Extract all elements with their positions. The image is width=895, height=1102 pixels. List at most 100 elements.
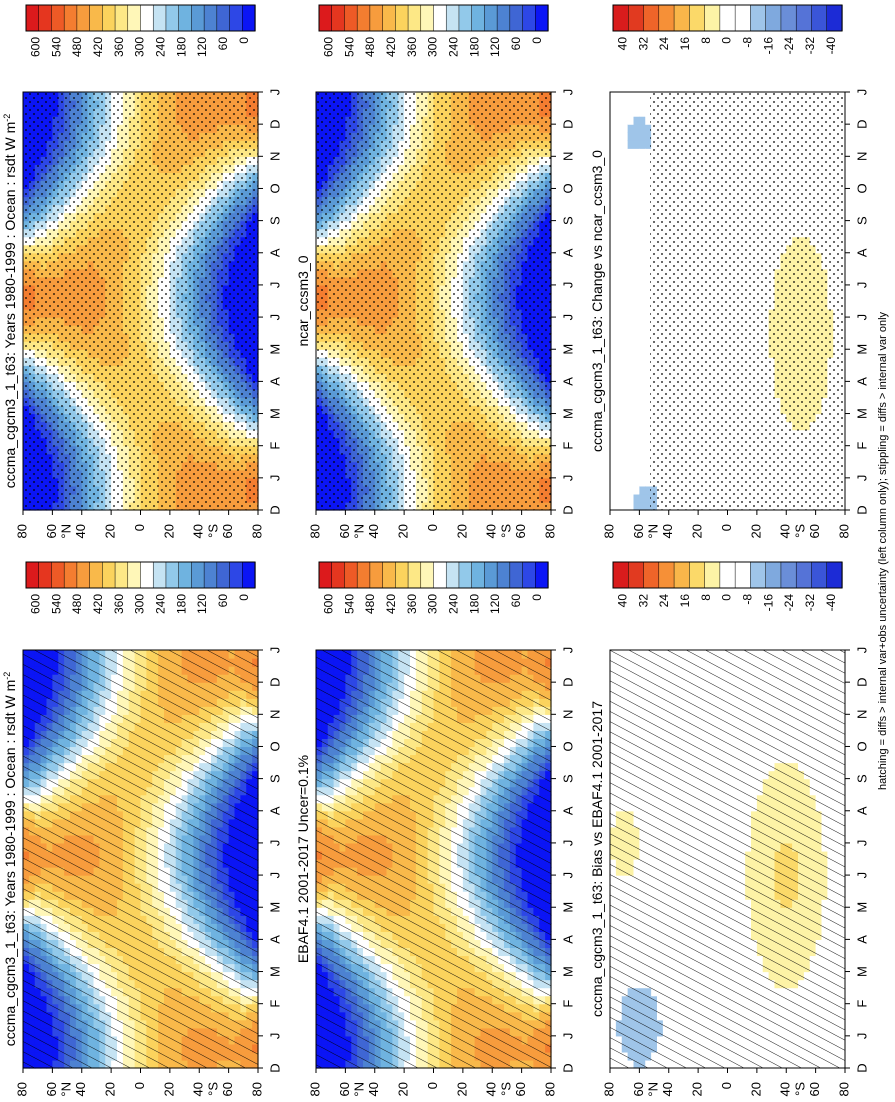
colorbar-swatch: [152, 4, 167, 32]
heatmap-cell: [645, 172, 652, 182]
heatmap-cell: [621, 349, 629, 358]
heatmap-cell: [610, 148, 617, 157]
heatmap-cell: [639, 236, 646, 246]
heatmap-cell: [627, 405, 635, 415]
heatmap-cell: [645, 469, 652, 479]
colorbar-swatch: [140, 4, 154, 32]
heatmap-cell: [610, 276, 617, 286]
heatmap-cell: [621, 333, 629, 342]
x-tick-label: D: [560, 505, 575, 514]
x-tick-label: O: [560, 183, 575, 193]
heatmap-cell: [645, 429, 652, 439]
heatmap-cell: [645, 349, 652, 358]
heatmap-cell: [627, 196, 635, 206]
colorbar-swatch: [433, 4, 447, 32]
heatmap-cell: [633, 252, 640, 262]
heatmap-cell: [615, 100, 623, 109]
heatmap-cell: [639, 292, 646, 302]
heatmap-cell: [615, 252, 623, 262]
heatmap-cell: [645, 236, 652, 246]
colorbar-label: 60: [216, 37, 230, 51]
heatmap-cell: [615, 365, 623, 374]
heatmap-cell: [645, 421, 652, 431]
colorbar-swatch: [471, 4, 486, 32]
heatmap-cell: [610, 252, 617, 262]
heatmap-cell: [639, 309, 646, 318]
x-tick-label: A: [267, 248, 282, 257]
heatmap-cell: [633, 445, 640, 455]
heatmap-cell: [633, 116, 640, 125]
x-tick-label: N: [267, 152, 282, 161]
y-tick-label: 80: [542, 524, 557, 538]
x-tick-label: J: [560, 314, 575, 321]
heatmap-cell: [627, 244, 635, 254]
heatmap-cell: [615, 148, 623, 157]
heatmap-cell: [615, 469, 623, 479]
heatmap-cell: [621, 92, 629, 101]
colorbar-swatch: [496, 4, 511, 32]
colorbar-swatch: [420, 4, 435, 32]
y-tick-label: 20: [161, 524, 176, 538]
heatmap-cell: [639, 325, 646, 334]
heatmap-cell: [627, 485, 635, 495]
title-superscript: -2: [2, 114, 12, 122]
heatmap-cell: [633, 92, 640, 101]
heatmap-cell: [639, 260, 646, 270]
heatmap-cell: [639, 132, 646, 141]
heatmap-cell: [627, 284, 635, 294]
heatmap-cell: [645, 501, 652, 511]
heatmap-cell: [610, 228, 617, 238]
colorbar-swatch: [216, 4, 231, 32]
heatmap-cell: [627, 341, 635, 350]
x-tick-label: J: [267, 314, 282, 321]
heatmap-cell: [645, 477, 652, 487]
heatmap-cell: [621, 469, 629, 479]
heatmap-cell: [633, 260, 640, 270]
heatmap-cell: [610, 373, 617, 382]
heatmap-cell: [645, 317, 652, 326]
heatmap-cell: [633, 140, 640, 149]
heatmap-cell: [633, 220, 640, 230]
heatmap-cell: [639, 365, 646, 374]
heatmap-cell: [645, 405, 652, 415]
heatmap-cell: [639, 284, 646, 294]
heatmap-cell: [645, 325, 652, 334]
colorbar-swatch: [191, 4, 205, 32]
y-tick-label: 60: [337, 524, 352, 538]
heatmap-cell: [615, 477, 623, 487]
colorbar-label: 480: [363, 37, 377, 57]
heatmap-cell: [610, 405, 617, 415]
colorbar-swatch: [331, 4, 346, 32]
colorbar-label: 120: [488, 37, 502, 57]
heatmap-cell: [633, 156, 640, 165]
heatmap-cell: [615, 244, 623, 254]
heatmap-cell: [639, 164, 646, 173]
heatmap-cell: [633, 276, 640, 286]
heatmap-cell: [621, 317, 629, 326]
colorbar-swatch: [458, 4, 473, 32]
x-tick-label: M: [267, 344, 282, 355]
heatmap-cell: [627, 172, 635, 182]
colorbar-swatch: [229, 4, 243, 32]
heatmap-cell: [639, 389, 646, 399]
heatmap-cell: [627, 381, 635, 391]
heatmap-cell: [610, 220, 617, 230]
heatmap-cell: [633, 333, 640, 342]
heatmap-cell: [633, 204, 640, 214]
heatmap-cell: [639, 469, 646, 479]
x-tick-label: M: [560, 408, 575, 419]
colorbar-frame: [318, 4, 549, 32]
heatmap-cell: [615, 325, 623, 334]
heatmap-cell: [615, 493, 623, 503]
heatmap-cell: [621, 292, 629, 302]
colorbar-swatch: [25, 4, 40, 32]
colorbar-swatch: [369, 4, 384, 32]
heatmap-cell: [645, 389, 652, 399]
heatmap-cell: [639, 212, 646, 222]
x-tick-label: F: [560, 442, 575, 450]
heatmap-cell: [627, 228, 635, 238]
x-tick-label: J: [560, 282, 575, 289]
heatmap-cell: [610, 212, 617, 222]
heatmap-cell: [615, 373, 623, 382]
